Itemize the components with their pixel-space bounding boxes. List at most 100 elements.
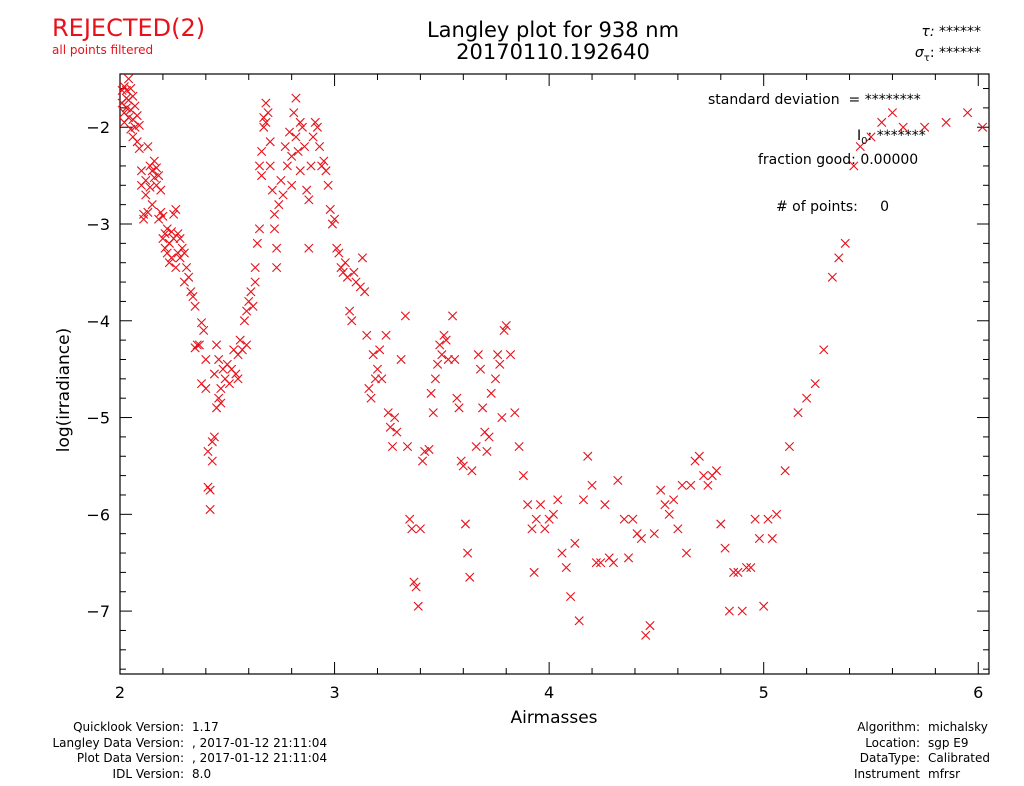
data-point-x-marker — [649, 529, 659, 539]
data-point-x-marker — [126, 83, 136, 94]
data-point-x-marker — [819, 345, 829, 355]
data-point-x-marker — [171, 204, 181, 215]
data-point-x-marker — [297, 122, 307, 132]
data-point-x-marker — [493, 350, 503, 360]
data-point-x-marker — [377, 374, 387, 384]
data-point-x-marker — [411, 582, 421, 592]
data-point-x-marker — [211, 340, 222, 350]
data-point-x-marker — [340, 258, 350, 268]
i0-readout: I0: ******* — [857, 128, 926, 147]
data-point-x-marker — [304, 243, 314, 253]
data-point-x-marker — [205, 504, 215, 515]
data-point-x-marker — [628, 514, 638, 524]
x-tick-label: 6 — [973, 683, 983, 702]
data-point-x-marker — [344, 306, 355, 316]
data-point-x-marker — [186, 287, 196, 297]
data-point-x-marker — [134, 143, 144, 154]
data-point-x-marker — [424, 444, 434, 455]
data-point-x-marker — [342, 272, 353, 282]
data-point-x-marker — [529, 567, 539, 577]
data-point-x-marker — [166, 253, 177, 263]
x-tick-label: 2 — [115, 683, 125, 702]
data-point-x-marker — [566, 591, 576, 602]
data-point-x-marker — [962, 108, 973, 118]
data-point-x-marker — [656, 485, 666, 495]
footer-left-row: IDL Version: 8.0 — [0, 767, 327, 783]
data-point-x-marker — [269, 209, 280, 219]
data-point-x-marker — [199, 325, 209, 336]
data-point-x-marker — [941, 117, 951, 127]
data-point-x-marker — [123, 74, 134, 84]
data-point-x-marker — [383, 408, 393, 418]
point-count-value: 0 — [880, 199, 890, 215]
std-dev-label: standard deviation — [708, 92, 840, 108]
location-value: sgp E9 — [928, 735, 969, 750]
data-point-x-marker — [366, 393, 376, 403]
data-point-x-marker — [224, 379, 235, 389]
data-point-x-marker — [527, 524, 537, 534]
data-point-x-marker — [413, 601, 423, 611]
data-point-x-marker — [441, 335, 451, 345]
data-point-x-marker — [265, 137, 275, 147]
algorithm-label: Algorithm: — [857, 720, 920, 734]
tau-value: ****** — [939, 24, 981, 40]
data-point-x-marker — [600, 500, 610, 510]
data-point-x-marker — [405, 514, 415, 524]
data-point-x-marker — [134, 120, 144, 130]
data-point-x-marker — [660, 500, 670, 510]
std-dev-value: = ******** — [848, 92, 921, 108]
x-tick-label: 4 — [544, 683, 554, 702]
data-point-x-marker — [375, 345, 385, 355]
data-point-x-marker — [623, 553, 634, 563]
data-point-x-marker — [454, 403, 464, 413]
data-point-x-marker — [471, 441, 481, 452]
data-point-x-marker — [664, 509, 674, 519]
data-point-x-marker — [304, 195, 314, 205]
footer-right-row: Algorithm: michalsky — [854, 720, 1010, 736]
y-tick-label: −7 — [86, 602, 110, 621]
data-point-x-marker — [771, 509, 782, 519]
data-point-x-marker — [254, 224, 265, 234]
plot-data-version-label: Plot Data Version: — [76, 751, 184, 765]
data-point-x-marker — [207, 456, 217, 466]
footer-right-row: DataType: Calibrated — [854, 751, 1010, 767]
data-point-x-marker — [310, 117, 320, 127]
data-point-x-marker — [505, 350, 516, 360]
data-point-x-marker — [154, 214, 164, 224]
data-point-x-marker — [272, 243, 282, 253]
data-point-x-marker — [463, 548, 473, 558]
data-point-x-marker — [699, 471, 709, 481]
data-point-x-marker — [458, 461, 468, 471]
data-point-x-marker — [158, 211, 168, 221]
axis-ticks — [119, 74, 989, 674]
data-point-x-marker — [866, 132, 876, 142]
y-tick-label: −2 — [86, 118, 110, 137]
data-point-x-marker — [641, 630, 651, 640]
algorithm-value: michalsky — [928, 720, 988, 734]
tau-symbol: τ: — [921, 24, 935, 40]
data-point-x-marker — [793, 408, 803, 418]
data-point-x-marker — [171, 262, 181, 273]
data-point-x-marker — [166, 227, 177, 237]
data-point-x-marker — [402, 441, 413, 452]
data-point-x-marker — [596, 558, 606, 568]
data-point-x-marker — [583, 451, 593, 461]
quicklook-version-label: Quicklook Version: — [73, 720, 184, 734]
data-point-x-marker — [293, 146, 303, 157]
y-tick-label: −5 — [86, 409, 110, 428]
data-point-x-marker — [497, 412, 507, 423]
x-tick-label: 3 — [329, 683, 339, 702]
data-point-x-marker — [636, 533, 646, 544]
data-point-x-marker — [977, 122, 988, 132]
data-point-x-marker — [385, 422, 395, 432]
y-tick-label: −6 — [86, 505, 110, 524]
chart-title: Langley plot for 938 nm — [426, 18, 680, 42]
data-point-x-marker — [574, 616, 584, 626]
data-point-x-marker — [540, 524, 550, 534]
data-point-x-marker — [475, 364, 486, 374]
footer-right-row: Instrument mfrsr — [854, 767, 1010, 783]
data-point-x-marker — [840, 238, 850, 248]
data-point-x-marker — [289, 108, 299, 118]
data-point-x-marker — [160, 229, 170, 239]
data-point-x-marker — [276, 175, 286, 186]
